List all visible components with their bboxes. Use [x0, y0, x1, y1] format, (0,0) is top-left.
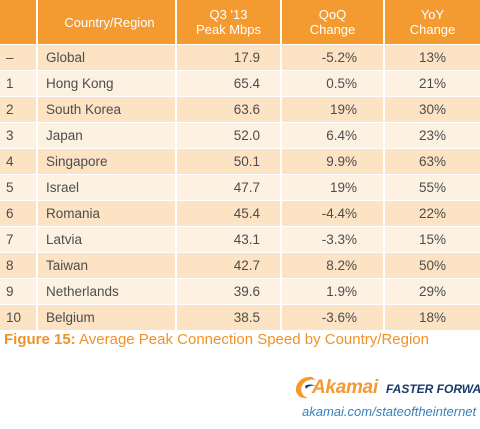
table-row: – Global 17.9 -5.2% 13% [0, 44, 480, 70]
cell-yoy: 63% [383, 148, 480, 174]
peak-speed-table: Country/Region Q3 '13 Peak Mbps QoQ Chan… [0, 0, 480, 330]
cell-country: Global [36, 44, 175, 70]
header-peak-mbps: Q3 '13 Peak Mbps [175, 0, 280, 44]
cell-rank: 4 [0, 148, 36, 174]
figure-caption: Figure 15: Average Peak Connection Speed… [4, 331, 429, 348]
cell-qoq: 8.2% [280, 252, 383, 278]
cell-peak: 42.7 [175, 252, 280, 278]
header-qoq-line2: Change [309, 22, 356, 37]
cell-peak: 63.6 [175, 96, 280, 122]
cell-peak: 39.6 [175, 278, 280, 304]
cell-rank: 8 [0, 252, 36, 278]
header-peak-line1: Q3 '13 [209, 7, 248, 22]
header-qoq-line1: QoQ [318, 7, 347, 22]
header-country: Country/Region [36, 0, 175, 44]
table-row: 1 Hong Kong 65.4 0.5% 21% [0, 70, 480, 96]
header-qoq-change: QoQ Change [280, 0, 383, 44]
akamai-brand: Akamai FASTER FORWARD akamai.com/stateof… [292, 374, 480, 424]
header-rank [0, 0, 36, 44]
cell-rank: 9 [0, 278, 36, 304]
cell-yoy: 18% [383, 304, 480, 330]
cell-rank: 5 [0, 174, 36, 200]
cell-country: Belgium [36, 304, 175, 330]
cell-peak: 50.1 [175, 148, 280, 174]
cell-rank: 6 [0, 200, 36, 226]
table-row: 4 Singapore 50.1 9.9% 63% [0, 148, 480, 174]
figure-label: Figure 15: [4, 331, 76, 348]
brand-tagline: FASTER FORWARD [386, 382, 480, 396]
cell-yoy: 15% [383, 226, 480, 252]
table-row: 6 Romania 45.4 -4.4% 22% [0, 200, 480, 226]
table-row: 10 Belgium 38.5 -3.6% 18% [0, 304, 480, 330]
cell-yoy: 22% [383, 200, 480, 226]
cell-rank: 3 [0, 122, 36, 148]
cell-country: Singapore [36, 148, 175, 174]
cell-rank: – [0, 44, 36, 70]
table-header-row: Country/Region Q3 '13 Peak Mbps QoQ Chan… [0, 0, 480, 44]
table-row: 5 Israel 47.7 19% 55% [0, 174, 480, 200]
table-row: 2 South Korea 63.6 19% 30% [0, 96, 480, 122]
table-row: 3 Japan 52.0 6.4% 23% [0, 122, 480, 148]
cell-peak: 52.0 [175, 122, 280, 148]
table-row: 7 Latvia 43.1 -3.3% 15% [0, 226, 480, 252]
cell-yoy: 30% [383, 96, 480, 122]
brand-url: akamai.com/stateoftheinternet [302, 404, 477, 419]
cell-qoq: 9.9% [280, 148, 383, 174]
cell-yoy: 21% [383, 70, 480, 96]
brand-name: Akamai [312, 377, 378, 398]
cell-country: Hong Kong [36, 70, 175, 96]
cell-qoq: -3.6% [280, 304, 383, 330]
cell-qoq: 1.9% [280, 278, 383, 304]
cell-peak: 38.5 [175, 304, 280, 330]
cell-qoq: 19% [280, 174, 383, 200]
cell-peak: 43.1 [175, 226, 280, 252]
cell-country: Romania [36, 200, 175, 226]
cell-country: South Korea [36, 96, 175, 122]
header-yoy-line1: YoY [420, 7, 445, 22]
cell-qoq: -3.3% [280, 226, 383, 252]
cell-yoy: 23% [383, 122, 480, 148]
cell-country: Israel [36, 174, 175, 200]
cell-yoy: 13% [383, 44, 480, 70]
cell-yoy: 55% [383, 174, 480, 200]
cell-qoq: 0.5% [280, 70, 383, 96]
cell-qoq: 6.4% [280, 122, 383, 148]
cell-peak: 17.9 [175, 44, 280, 70]
cell-country: Netherlands [36, 278, 175, 304]
cell-rank: 7 [0, 226, 36, 252]
cell-rank: 1 [0, 70, 36, 96]
table-body: – Global 17.9 -5.2% 13% 1 Hong Kong 65.4 0.5% 21%… [0, 44, 480, 330]
cell-peak: 65.4 [175, 70, 280, 96]
cell-rank: 10 [0, 304, 36, 330]
cell-peak: 47.7 [175, 174, 280, 200]
cell-rank: 2 [0, 96, 36, 122]
cell-yoy: 50% [383, 252, 480, 278]
header-yoy-line2: Change [409, 22, 456, 37]
akamai-wave-icon [295, 376, 316, 399]
cell-qoq: 19% [280, 96, 383, 122]
header-yoy-change: YoY Change [383, 0, 480, 44]
cell-country: Japan [36, 122, 175, 148]
table-row: 8 Taiwan 42.7 8.2% 50% [0, 252, 480, 278]
cell-peak: 45.4 [175, 200, 280, 226]
header-peak-line2: Peak Mbps [195, 22, 262, 37]
cell-qoq: -4.4% [280, 200, 383, 226]
table-row: 9 Netherlands 39.6 1.9% 29% [0, 278, 480, 304]
cell-country: Taiwan [36, 252, 175, 278]
cell-yoy: 29% [383, 278, 480, 304]
cell-qoq: -5.2% [280, 44, 383, 70]
figure-title: Average Peak Connection Speed by Country… [79, 331, 429, 348]
cell-country: Latvia [36, 226, 175, 252]
